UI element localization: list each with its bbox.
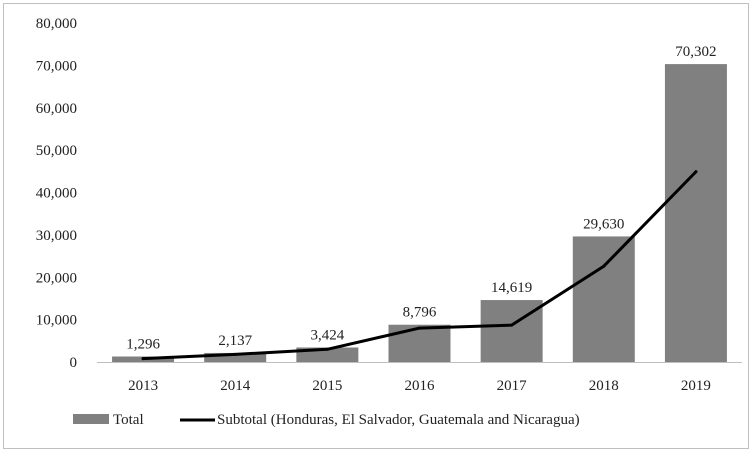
y-axis: 0 10,000 20,000 30,000 40,000 50,000 60,000 70,… [36, 16, 77, 371]
bar-data-label: 29,630 [583, 216, 624, 232]
x-tick-label: 2015 [312, 378, 342, 394]
y-tick-label: 30,000 [36, 228, 77, 244]
bar-total [572, 236, 635, 362]
bar-data-label: 14,619 [491, 280, 532, 296]
x-tick-label: 2017 [497, 378, 528, 394]
subtotal-point [694, 170, 698, 174]
data-labels: 1,296 2,137 3,424 8,796 14,619 29,630 70,302 [126, 44, 716, 352]
bar-data-label: 8,796 [403, 305, 437, 321]
y-tick-label: 10,000 [36, 313, 77, 329]
bar-total [480, 300, 543, 362]
legend-label-subtotal: Subtotal (Honduras, El Salvador, Guatema… [217, 412, 580, 428]
x-tick-label: 2014 [220, 378, 251, 394]
bar-total [204, 352, 267, 362]
subtotal-point [418, 326, 421, 330]
legend: Total Subtotal (Honduras, El Salvador, Gu… [73, 412, 580, 428]
y-tick-label: 80,000 [36, 16, 77, 32]
y-tick-label: 60,000 [36, 101, 77, 117]
x-tick-label: 2016 [405, 378, 436, 394]
y-tick-label: 40,000 [36, 186, 77, 202]
x-tick-label: 2013 [128, 378, 158, 394]
subtotal-point [141, 357, 145, 361]
legend-swatch-total [73, 414, 109, 424]
bar-data-label: 1,296 [126, 337, 160, 353]
x-tick-label: 2019 [681, 378, 711, 394]
y-tick-label: 70,000 [36, 58, 77, 74]
x-tick-label: 2018 [589, 378, 619, 394]
x-axis: 2013 2014 2015 2016 2017 2018 2019 [97, 362, 742, 394]
legend-label-total: Total [113, 412, 144, 428]
bar-total [388, 324, 451, 362]
subtotal-point [325, 347, 329, 351]
subtotal-point [602, 264, 606, 268]
bar-data-label: 70,302 [675, 44, 716, 60]
bar-total [664, 64, 727, 362]
bar-data-label: 3,424 [310, 327, 344, 343]
bar-series-total [112, 64, 727, 362]
subtotal-point [233, 352, 237, 356]
y-tick-label: 20,000 [36, 270, 77, 286]
chart-frame [3, 3, 749, 449]
subtotal-point [510, 323, 514, 327]
y-tick-label: 50,000 [36, 143, 77, 159]
y-tick-label: 0 [70, 355, 78, 371]
bar-data-label: 2,137 [218, 333, 252, 349]
line-series-subtotal [141, 170, 698, 361]
